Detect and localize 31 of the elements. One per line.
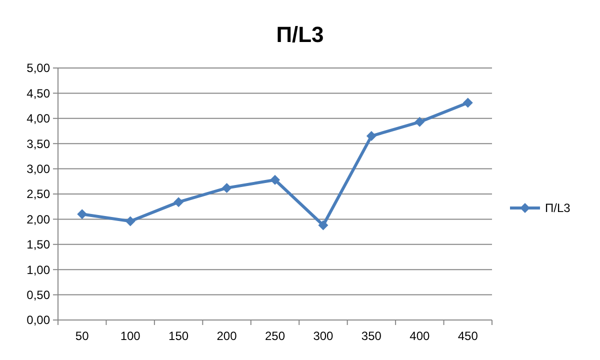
x-tick-label: 250 [264, 329, 286, 343]
x-tick-label: 150 [168, 329, 189, 343]
y-tick-label: 2,00 [26, 212, 50, 226]
point [462, 98, 473, 108]
x-tick-label: 200 [216, 329, 238, 343]
y-tick-label: 2,50 [26, 187, 50, 202]
x-tick-label: 100 [120, 329, 141, 343]
y-tick-label: 1,50 [26, 238, 50, 252]
point [366, 131, 376, 142]
y-tick-label: 3,00 [26, 162, 50, 176]
y-tick-label: 4,00 [26, 112, 50, 126]
point [270, 174, 280, 185]
point [318, 220, 328, 230]
y-tick-label: 3,50 [26, 136, 50, 151]
point [125, 216, 136, 226]
point [77, 209, 88, 220]
point [222, 182, 232, 193]
chart-title: П/L3 [276, 22, 324, 47]
y-tick-label: 0,50 [26, 288, 50, 302]
x-tick-label: 300 [313, 329, 334, 343]
point [174, 197, 184, 208]
y-tick-label: 0,00 [26, 313, 50, 328]
x-tick-label: 450 [458, 329, 478, 343]
y-tick-label: 4,50 [26, 86, 50, 100]
x-tick-label: 350 [361, 329, 382, 343]
x-tick-label: 50 [75, 329, 90, 343]
y-tick-label: 1,00 [26, 262, 50, 277]
y-tick-label: 5,00 [26, 61, 50, 76]
legend-label: П/L3 [545, 201, 571, 216]
point [414, 116, 425, 127]
x-tick-label: 400 [410, 329, 430, 343]
